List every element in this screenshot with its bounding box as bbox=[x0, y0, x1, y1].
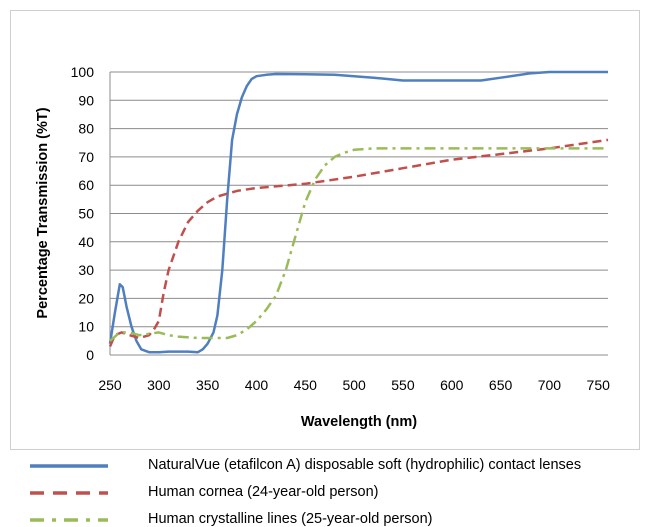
x-tick-label: 600 bbox=[440, 377, 464, 393]
x-tick-label: 250 bbox=[98, 377, 122, 393]
y-tick-label: 100 bbox=[71, 64, 95, 80]
y-axis-label: Percentage Transmission (%T) bbox=[35, 107, 51, 318]
x-tick-label: 550 bbox=[391, 377, 415, 393]
y-tick-label: 0 bbox=[86, 347, 94, 363]
x-tick-label: 450 bbox=[294, 377, 318, 393]
x-tick-label: 500 bbox=[342, 377, 366, 393]
legend-label-3: Human crystalline lines (25-year-old per… bbox=[148, 511, 433, 527]
legend-label-2: Human cornea (24-year-old person) bbox=[148, 484, 379, 500]
legend-label-1: NaturalVue (etafilcon A) disposable soft… bbox=[148, 457, 582, 473]
y-tick-label: 60 bbox=[78, 177, 94, 193]
y-tick-label: 10 bbox=[78, 319, 94, 335]
x-tick-label: 700 bbox=[538, 377, 562, 393]
x-tick-label: 400 bbox=[245, 377, 269, 393]
x-tick-label: 350 bbox=[196, 377, 220, 393]
series-line-1 bbox=[108, 70, 608, 354]
x-tick-label: 300 bbox=[147, 377, 171, 393]
y-tick-label: 50 bbox=[78, 206, 94, 222]
y-tick-label: 20 bbox=[78, 290, 94, 306]
chart-frame bbox=[10, 10, 640, 450]
y-tick-label: 40 bbox=[78, 234, 94, 250]
y-tick-label: 80 bbox=[78, 121, 94, 137]
x-tick-label: 650 bbox=[489, 377, 513, 393]
x-axis-label: Wavelength (nm) bbox=[301, 414, 417, 430]
x-tick-label: 750 bbox=[587, 377, 611, 393]
series-line-3 bbox=[109, 147, 608, 342]
series-line-2 bbox=[108, 138, 609, 347]
y-tick-label: 30 bbox=[78, 262, 94, 278]
y-tick-label: 70 bbox=[78, 149, 94, 165]
y-tick-label: 90 bbox=[78, 92, 94, 108]
